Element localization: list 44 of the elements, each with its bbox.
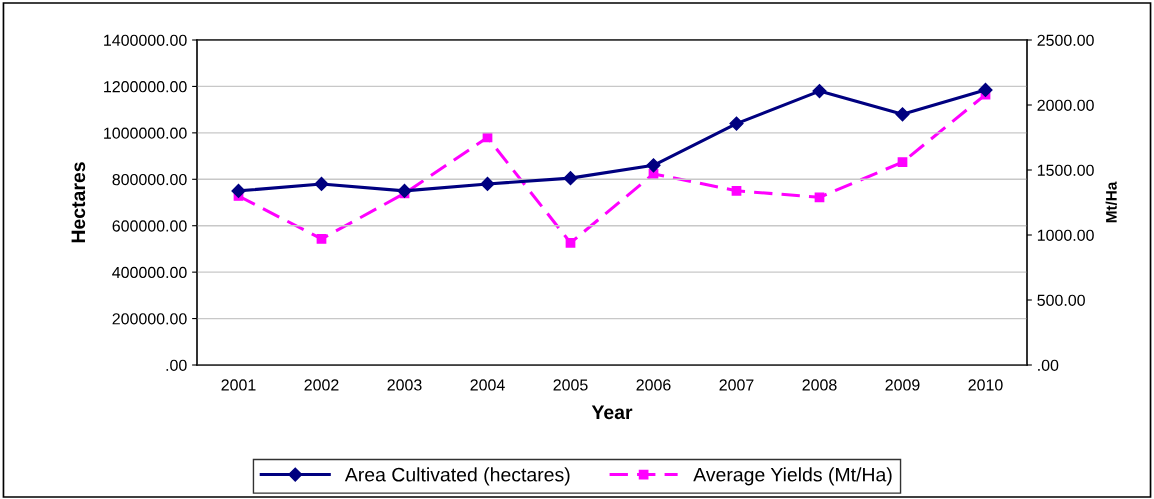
y-tick-label: 400000.00 (112, 266, 187, 279)
point (316, 234, 327, 244)
y2-tick-label: 500.00 (1037, 294, 1085, 306)
y2-tick-label: 2500.00 (1037, 34, 1094, 46)
x-tick-label: 2005 (553, 379, 588, 391)
legend-label: Average Yields (Mt/Ha) (693, 467, 892, 486)
x-tick-label: 2006 (636, 379, 671, 391)
y-tick-label: 1400000.00 (104, 34, 187, 46)
point (812, 83, 827, 99)
y-axis-title: Hectares (71, 162, 86, 243)
y2-axis-title: Mt/Ha (1105, 181, 1117, 223)
point (814, 192, 825, 203)
y2-tick-label: 1000.00 (1037, 229, 1094, 241)
y-tick-label: 1200000.00 (104, 81, 187, 93)
point (565, 237, 576, 248)
y-tick-label: 600000.00 (112, 220, 187, 232)
x-tick-label: 2001 (221, 379, 256, 391)
x-tick-label: 2009 (885, 379, 920, 391)
x-tick-label: 2004 (470, 379, 505, 391)
point (397, 183, 412, 198)
y-tick-label: .00 (166, 359, 187, 371)
point (480, 176, 495, 192)
point (646, 158, 661, 173)
x-tick-label: 2002 (304, 379, 339, 391)
y-tick-label: 200000.00 (112, 313, 187, 325)
point (731, 185, 742, 196)
point (729, 116, 744, 131)
point (978, 82, 993, 97)
x-axis-title: Year (591, 405, 633, 420)
y2-tick-label: 1500.00 (1037, 164, 1094, 176)
x-tick-label: 2003 (387, 379, 422, 391)
point (231, 183, 246, 198)
point (897, 157, 908, 168)
y2-tick-label: .00 (1038, 359, 1059, 371)
point (314, 176, 329, 192)
y-tick-label: 1000000.00 (104, 127, 187, 139)
point (895, 107, 910, 122)
y-tick-label: 800000.00 (112, 173, 187, 186)
x-tick-label: 2010 (968, 379, 1003, 391)
point (563, 171, 578, 186)
legend-label: Area Cultivated (hectares) (344, 467, 570, 486)
x-tick-label: 2008 (802, 379, 837, 391)
y2-tick-label: 2000.00 (1037, 99, 1094, 111)
x-tick-label: 2007 (719, 379, 754, 391)
